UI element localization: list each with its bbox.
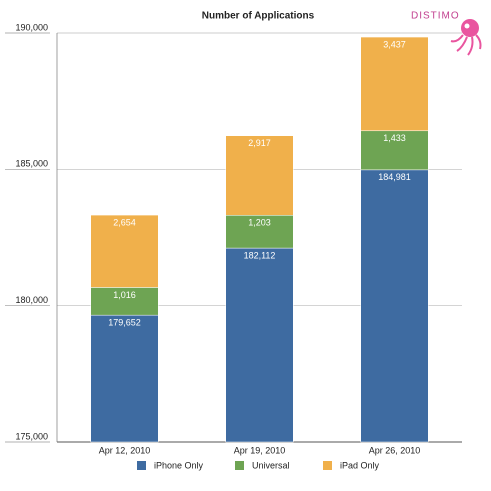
value-label: 1,203 xyxy=(248,218,271,228)
x-tick-label: Apr 26, 2010 xyxy=(369,445,421,455)
value-label: 179,652 xyxy=(108,318,141,328)
bar-segment xyxy=(90,314,159,443)
y-tick-label: 180,000 xyxy=(15,295,48,305)
bar-segment xyxy=(225,215,294,249)
legend-swatch xyxy=(323,461,332,470)
legend-swatch xyxy=(137,461,146,470)
chart-title: Number of Applications xyxy=(202,11,315,22)
y-tick-label: 175,000 xyxy=(15,431,48,441)
value-label: 1,016 xyxy=(113,290,136,300)
logo-text: DISTIMO xyxy=(411,11,460,22)
y-tick-label: 185,000 xyxy=(15,159,48,169)
logo-octopus xyxy=(450,19,482,56)
x-tick-label: Apr 19, 2010 xyxy=(234,445,286,455)
bar-segment xyxy=(360,36,429,132)
bar-segment xyxy=(225,135,294,216)
value-label: 1,433 xyxy=(383,133,406,143)
value-label: 2,917 xyxy=(248,138,271,148)
legend-label: Universal xyxy=(252,460,290,470)
value-label: 2,654 xyxy=(113,217,136,227)
value-label: 3,437 xyxy=(383,39,406,49)
y-tick-label: 190,000 xyxy=(15,22,48,32)
bar-segment xyxy=(225,247,294,443)
legend-swatch xyxy=(235,461,244,470)
bar-segment xyxy=(90,287,159,316)
bar-segment xyxy=(360,169,429,443)
bar-segment xyxy=(90,214,159,288)
legend-label: iPad Only xyxy=(340,460,380,470)
legend-label: iPhone Only xyxy=(154,460,204,470)
value-label: 184,981 xyxy=(378,172,411,182)
x-tick-label: Apr 12, 2010 xyxy=(99,445,151,455)
value-label: 182,112 xyxy=(244,250,276,260)
